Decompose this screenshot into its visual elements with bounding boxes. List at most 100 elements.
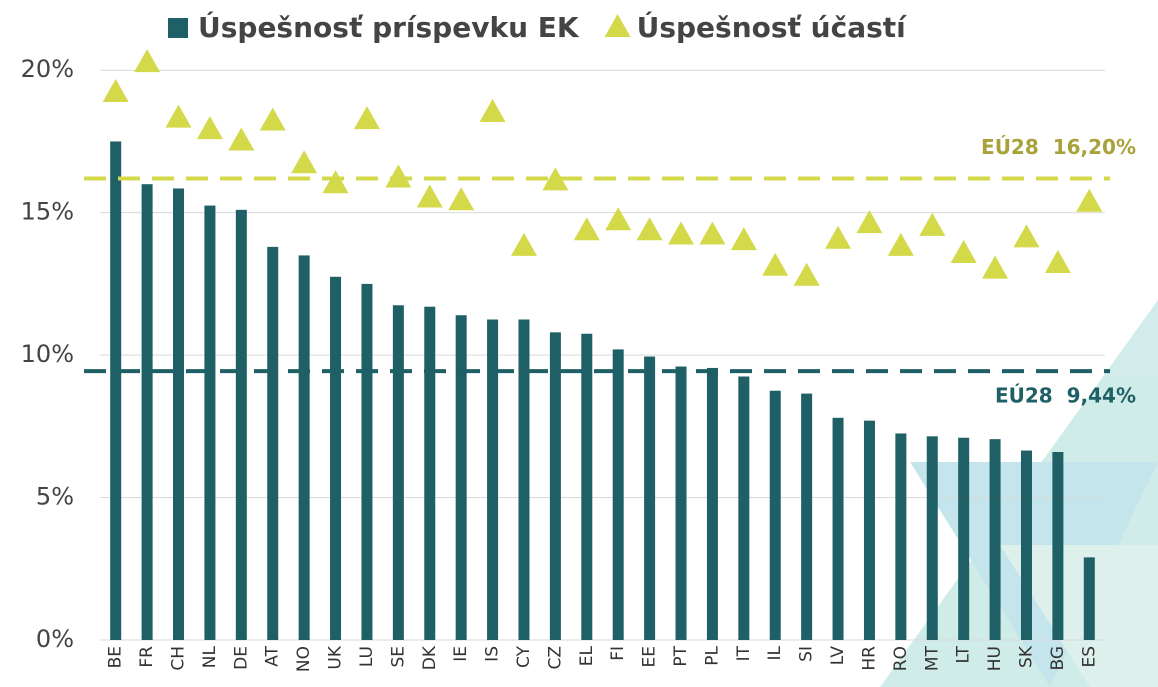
x-tick-label: IT xyxy=(734,645,754,661)
y-tick-label: 5% xyxy=(36,483,74,511)
bar xyxy=(895,433,907,640)
x-tick-label: IS xyxy=(483,646,503,662)
triangle-marker xyxy=(228,127,255,151)
bar xyxy=(675,366,687,640)
x-tick-label: FI xyxy=(608,646,628,661)
triangle-marker xyxy=(856,210,883,234)
x-tick-label: LV xyxy=(828,646,848,666)
bar xyxy=(173,188,185,640)
legend-label: Úspešnosť účastí xyxy=(637,10,908,44)
triangle-marker xyxy=(448,187,475,211)
bar xyxy=(926,436,938,640)
triangle-marker xyxy=(102,79,129,103)
bar xyxy=(267,246,279,640)
triangle-marker xyxy=(196,116,223,140)
reference-label: EÚ28 16,20% xyxy=(981,135,1136,159)
triangle-marker xyxy=(1013,224,1040,248)
triangle-marker xyxy=(479,98,506,122)
bar xyxy=(487,319,499,640)
x-tick-label: SK xyxy=(1016,645,1036,668)
legend-swatch xyxy=(168,18,188,38)
x-tick-label: LT xyxy=(954,645,974,663)
bar xyxy=(989,439,1001,640)
triangle-marker xyxy=(668,221,695,245)
triangle-marker xyxy=(416,184,443,208)
bar xyxy=(1020,450,1032,640)
x-tick-label: HU xyxy=(985,646,1005,671)
decoration xyxy=(880,300,1158,687)
triangle-marker xyxy=(636,217,663,241)
triangle-marker xyxy=(573,217,600,241)
bar xyxy=(612,349,624,640)
x-tick-label: CZ xyxy=(545,646,565,670)
x-tick-label: NL xyxy=(200,645,220,668)
bar xyxy=(1052,451,1064,640)
x-tick-label: CY xyxy=(514,645,534,668)
bar xyxy=(581,333,593,640)
bar xyxy=(204,205,216,640)
bar xyxy=(549,332,561,640)
x-tick-label: HR xyxy=(859,646,879,671)
legend-label: Úspešnosť príspevku EK xyxy=(198,10,580,44)
triangle-marker xyxy=(919,212,946,236)
triangle-marker xyxy=(950,239,977,263)
triangle-marker xyxy=(825,225,852,249)
bar xyxy=(141,184,153,640)
triangle-marker xyxy=(887,232,914,256)
triangle-marker xyxy=(165,104,192,128)
legend-swatch xyxy=(604,14,631,37)
bar xyxy=(424,306,436,640)
x-tick-label: RO xyxy=(891,646,911,671)
x-tick-label: BG xyxy=(1048,646,1068,671)
triangle-marker xyxy=(793,262,820,286)
x-tick-label: NO xyxy=(294,646,314,672)
triangle-marker xyxy=(699,221,726,245)
x-tick-label: LU xyxy=(357,646,377,667)
triangle-marker xyxy=(605,207,632,231)
bar xyxy=(330,276,342,640)
bar xyxy=(706,367,718,640)
triangle-marker xyxy=(730,227,757,251)
x-tick-label: ES xyxy=(1079,646,1099,668)
x-tick-label: EE xyxy=(640,646,660,667)
x-tick-label: DK xyxy=(420,645,440,670)
x-tick-label: EL xyxy=(577,645,597,666)
bar xyxy=(644,356,656,640)
bar xyxy=(235,209,247,640)
x-tick-label: AT xyxy=(263,645,283,666)
bar xyxy=(769,390,781,640)
bar xyxy=(738,376,750,640)
triangle-marker xyxy=(1076,188,1103,212)
bar xyxy=(110,141,122,640)
x-tick-label: BE xyxy=(106,646,126,668)
triangle-marker xyxy=(353,106,380,130)
bar xyxy=(832,417,844,640)
triangle-marker xyxy=(385,164,412,188)
bar xyxy=(1083,557,1095,640)
bar xyxy=(361,283,373,640)
y-tick-label: 15% xyxy=(21,198,74,226)
x-tick-label: PT xyxy=(671,645,691,666)
x-tick-label: DE xyxy=(231,646,251,670)
bar xyxy=(392,305,404,640)
x-tick-label: FR xyxy=(137,646,157,668)
bar xyxy=(298,255,310,641)
y-tick-label: 10% xyxy=(21,340,74,368)
x-tick-label: PL xyxy=(702,645,722,665)
x-tick-label: SE xyxy=(388,646,408,668)
triangle-marker xyxy=(291,150,318,174)
triangle-marker xyxy=(1044,249,1071,273)
reference-label: EÚ28 9,44% xyxy=(995,384,1136,408)
triangle-marker xyxy=(762,252,789,276)
triangle-marker xyxy=(982,255,1009,279)
x-tick-label: CH xyxy=(169,646,189,671)
triangle-marker xyxy=(510,232,537,256)
bar xyxy=(801,393,813,640)
x-tick-label: IE xyxy=(451,646,471,662)
y-tick-label: 0% xyxy=(36,625,74,653)
triangle-marker xyxy=(259,107,286,131)
triangle-marker xyxy=(322,170,349,194)
x-tick-label: IL xyxy=(765,645,785,660)
x-tick-label: MT xyxy=(922,645,942,671)
